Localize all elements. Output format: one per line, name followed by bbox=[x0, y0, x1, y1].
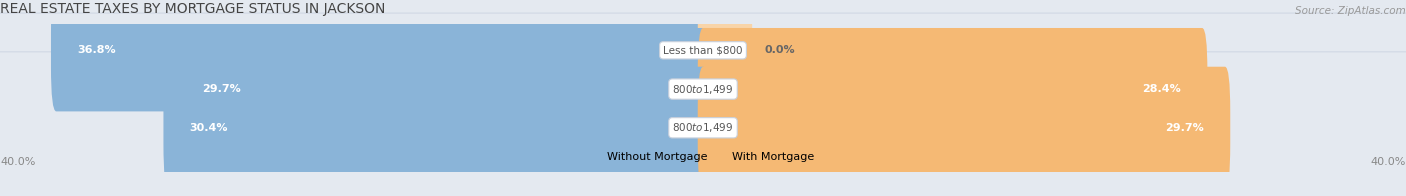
FancyBboxPatch shape bbox=[697, 0, 752, 111]
Text: 40.0%: 40.0% bbox=[1371, 157, 1406, 167]
Text: $800 to $1,499: $800 to $1,499 bbox=[672, 121, 734, 134]
Text: Source: ZipAtlas.com: Source: ZipAtlas.com bbox=[1295, 6, 1406, 16]
FancyBboxPatch shape bbox=[163, 67, 709, 189]
FancyBboxPatch shape bbox=[51, 0, 709, 111]
Text: REAL ESTATE TAXES BY MORTGAGE STATUS IN JACKSON: REAL ESTATE TAXES BY MORTGAGE STATUS IN … bbox=[0, 2, 385, 16]
FancyBboxPatch shape bbox=[697, 28, 1208, 150]
Text: 29.7%: 29.7% bbox=[1166, 123, 1204, 133]
Text: 28.4%: 28.4% bbox=[1142, 84, 1181, 94]
Text: 40.0%: 40.0% bbox=[0, 157, 35, 167]
Text: Less than $800: Less than $800 bbox=[664, 45, 742, 55]
Text: 0.0%: 0.0% bbox=[765, 45, 796, 55]
FancyBboxPatch shape bbox=[697, 67, 1230, 189]
Text: 30.4%: 30.4% bbox=[190, 123, 228, 133]
FancyBboxPatch shape bbox=[176, 28, 709, 150]
Text: 29.7%: 29.7% bbox=[202, 84, 240, 94]
FancyBboxPatch shape bbox=[0, 52, 1406, 196]
Text: 36.8%: 36.8% bbox=[77, 45, 115, 55]
Text: $800 to $1,499: $800 to $1,499 bbox=[672, 83, 734, 96]
FancyBboxPatch shape bbox=[0, 13, 1406, 165]
Legend: Without Mortgage, With Mortgage: Without Mortgage, With Mortgage bbox=[588, 148, 818, 167]
FancyBboxPatch shape bbox=[0, 0, 1406, 126]
